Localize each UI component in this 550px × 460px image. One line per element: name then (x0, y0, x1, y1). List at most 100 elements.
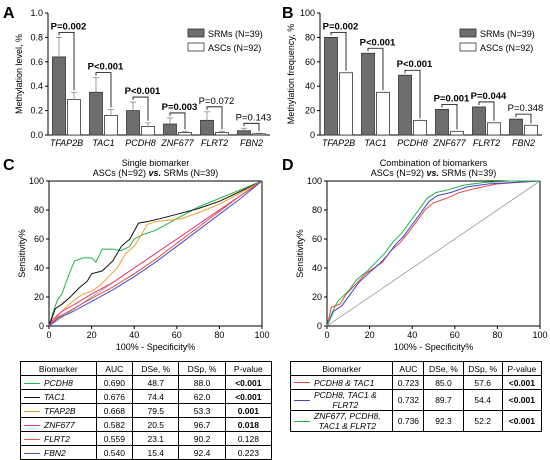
chart-b-pvalue: P=0.348 (508, 103, 544, 114)
chart-b-bar-srm (435, 108, 449, 136)
biomarker-name: PCDH8, TAC1 & FLRT2 (314, 390, 377, 410)
chart-a-category-label: FBN2 (240, 138, 263, 148)
table-c-auc-cell: 0.540 (95, 445, 134, 460)
table-row: PCDH8 0.690 48.7 88.0 <0.001 (20, 375, 273, 390)
chart-d-ytick-label: 80 (312, 205, 322, 215)
chart-d-diagonal (326, 180, 541, 327)
chart-a-bar-asc (215, 132, 229, 136)
table-d-auc-cell: 0.732 (392, 389, 425, 411)
legend-line-swatch (24, 396, 40, 398)
chart-b-category-label: PCDH8 (397, 138, 428, 148)
table-c-pvalue-cell: 0.018 (224, 417, 273, 432)
chart-b-pvalue: P<0.001 (360, 37, 396, 48)
chart-d-ytick-label: 40 (312, 263, 322, 273)
chart-c-ytick-label: 20 (34, 292, 44, 302)
roc-table-combination: Biomarker AUC DSe, % DSp, % P-value PCDH8 & T… (289, 361, 543, 432)
biomarker-name-line: TAC1 & FLRT2 (318, 421, 376, 431)
table-c-dsp-cell: 53.3 (178, 403, 226, 418)
chart-a-legend-label-srm: SRMs (N=39) (208, 29, 263, 39)
chart-c-xlabel: 100% - Specificity% (116, 342, 196, 352)
chart-a-pvalue: P<0.001 (125, 86, 161, 97)
table-c-header-cell: P-value (224, 361, 273, 376)
table-c-biomarker-cell: TFAP2B (20, 403, 97, 418)
chart-b-ytick-label: 40 (305, 81, 315, 91)
chart-a-legend-swatch-srm (187, 28, 205, 38)
chart-d-xtick-label: 0 (324, 330, 329, 340)
legend-line-swatch (24, 424, 40, 426)
chart-a-ytick-label: 0.6 (30, 57, 43, 67)
chart-a-sig-bracket (243, 122, 260, 132)
chart-a-pvalue: P=0.002 (51, 21, 87, 32)
chart-b-pvalue: P=0.001 (434, 93, 470, 104)
chart-d-xtick-label: 20 (365, 330, 375, 340)
chart-a-bar-srm (237, 130, 251, 136)
chart-d-ytick-label: 100 (307, 176, 322, 186)
table-c-dsp-cell: 96.7 (178, 417, 226, 432)
table-d-dse-cell: 85.0 (423, 375, 464, 390)
chart-a-bar-srm (163, 123, 177, 136)
chart-d-xlabel: 100% - Specificity% (394, 342, 474, 352)
table-d-pvalue-cell: <0.001 (501, 410, 543, 432)
chart-d-roc-curve-pcdh8-tac1-flrt2 (326, 180, 541, 327)
chart-b-bar-srm (324, 37, 338, 136)
chart-c-roc-curve-znf677 (48, 180, 263, 327)
chart-a-legend-swatch-asc (187, 42, 205, 52)
chart-c-xtick-label: 0 (46, 330, 51, 340)
chart-c-xtick-label: 100 (254, 330, 269, 340)
table-header-row: Biomarker AUC DSe, % DSp, % P-value (289, 361, 543, 376)
table-row: ZNF677 0.582 20.5 96.7 0.018 (20, 417, 273, 432)
chart-b-bar-asc (487, 122, 501, 136)
table-row: PCDH8 & TAC1 0.723 85.0 57.6 <0.001 (289, 375, 543, 390)
table-c-dse-cell: 15.4 (132, 445, 180, 460)
chart-b-pvalue: P<0.001 (397, 59, 433, 70)
chart-b-category-label: FLRT2 (473, 138, 500, 148)
chart-c-roc-curve-tac1 (48, 180, 263, 327)
table-d-header-cell: DSe, % (423, 361, 464, 376)
chart-d-ytick-label: 0 (317, 321, 322, 331)
chart-c-roc-curve-flrt2 (48, 180, 263, 327)
legend-line-swatch (294, 382, 310, 384)
chart-c-roc-curve-fbn2 (48, 180, 263, 327)
chart-b-bar-asc (376, 91, 390, 136)
table-c-dse-cell: 48.7 (132, 375, 180, 390)
chart-b-bar-asc (450, 130, 464, 136)
table-c-dsp-cell: 90.2 (178, 431, 226, 446)
table-c-pvalue-cell: 0.223 (224, 445, 273, 460)
table-c-dse-cell: 20.5 (132, 417, 180, 432)
chart-b-sig-bracket (441, 103, 458, 130)
chart-a-pvalue: P=0.072 (199, 96, 235, 107)
chart-a-pvalue: P=0.003 (162, 102, 198, 113)
table-c-auc-cell: 0.676 (95, 389, 134, 404)
chart-b-ytick-label: 60 (305, 57, 315, 67)
chart-b-bar-asc (339, 72, 353, 136)
chart-a-legend-label-asc: ASCs (N=92) (208, 43, 261, 53)
panel-label-b: B (282, 5, 294, 22)
legend-line-swatch (24, 382, 40, 384)
panel-label-a: A (3, 5, 15, 22)
chart-a-sig-bracket (132, 96, 149, 121)
chart-a-bar-srm (200, 119, 214, 136)
table-c-auc-cell: 0.690 (95, 375, 134, 390)
table-d-dsp-cell: 52.2 (462, 410, 503, 432)
chart-c-plot-frame (48, 180, 263, 327)
table-row: PCDH8, TAC1 & FLRT2 0.732 89.7 54.4 <0.001 (289, 389, 543, 411)
chart-b-ytick-label: 0 (310, 130, 315, 140)
table-c-pvalue-cell: 0.001 (224, 403, 273, 418)
chart-a-ytick-label: 0.2 (30, 106, 43, 116)
table-row: FBN2 0.540 15.4 92.4 0.223 (20, 445, 273, 460)
chart-b-category-label: TAC1 (364, 138, 386, 148)
chart-b-category-label: ZNF677 (432, 138, 467, 148)
table-c-header-cell: Biomarker (20, 361, 97, 376)
chart-c-xtick-label: 20 (87, 330, 97, 340)
table-c-biomarker-cell: TAC1 (20, 389, 97, 404)
chart-b-sig-bracket (367, 47, 384, 91)
chart-a-bar-asc (67, 99, 81, 136)
chart-b-bar-srm (472, 106, 486, 136)
table-header-row: Biomarker AUC DSe, % DSp, % P-value (20, 361, 273, 376)
chart-d-plot-frame (326, 180, 541, 327)
table-d-auc-cell: 0.723 (392, 375, 425, 390)
table-d-dse-cell: 89.7 (423, 389, 464, 411)
chart-b-pvalue: P=0.002 (323, 21, 359, 32)
table-c-pvalue-cell: 0.128 (224, 431, 273, 446)
chart-b-legend-swatch-srm (459, 28, 477, 38)
